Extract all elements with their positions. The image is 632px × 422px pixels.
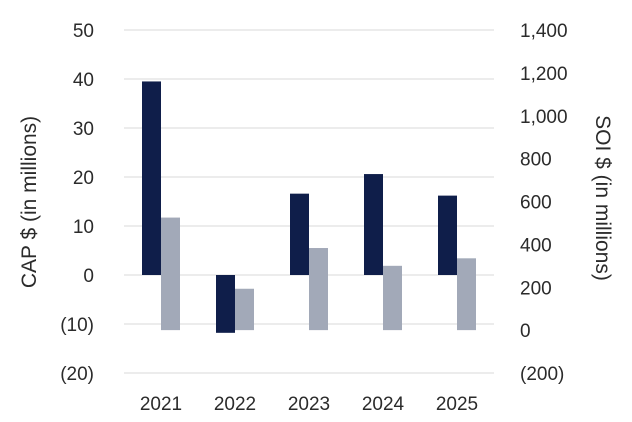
x-axis-ticks: 2021 2022 2023 2024 2025: [140, 394, 478, 415]
y-right-axis-title: SOI $ (in millions): [591, 115, 614, 281]
y-right-tick-label: 400: [520, 235, 552, 256]
y-right-tick-label: (200): [520, 364, 564, 385]
bars: [142, 81, 476, 333]
x-tick-label: 2025: [436, 394, 478, 415]
y-left-tick-label: 0: [83, 266, 94, 287]
bar-2025-series-2: [457, 258, 476, 331]
x-tick-label: 2022: [214, 394, 256, 415]
left-axis-ticks: 50 40 30 20 10 0 (10) (20): [60, 21, 94, 385]
y-right-tick-label: 200: [520, 278, 552, 299]
bar-2021-series-1: [142, 81, 161, 275]
bar-2025-series-1: [438, 195, 457, 275]
x-tick-label: 2024: [362, 394, 405, 415]
bar-2022-series-1: [216, 275, 235, 333]
y-right-tick-label: 0: [520, 321, 531, 342]
y-right-tick-label: 800: [520, 150, 552, 171]
y-left-axis-title: CAP $ (in millions): [18, 116, 41, 288]
bar-2022-series-2: [235, 288, 254, 331]
bar-2021-series-2: [161, 217, 180, 331]
y-right-tick-label: 1,200: [520, 64, 568, 85]
bar-2023-series-1: [290, 193, 309, 275]
bar-2023-series-2: [309, 248, 328, 331]
bar-2024-series-2: [383, 265, 402, 331]
y-left-tick-label: 40: [73, 70, 94, 91]
y-left-tick-label: 30: [73, 119, 94, 140]
y-left-tick-label: (10): [60, 315, 94, 336]
y-right-tick-label: 1,000: [520, 107, 568, 128]
y-left-tick-label: 50: [73, 21, 94, 42]
x-tick-label: 2021: [140, 394, 182, 415]
y-right-tick-label: 600: [520, 193, 552, 214]
right-axis-ticks: 1,400 1,200 1,000 800 600 400 200 0 (200): [520, 21, 568, 385]
y-left-tick-label: 10: [73, 217, 94, 238]
y-left-tick-label: (20): [60, 364, 94, 385]
y-right-tick-label: 1,400: [520, 21, 568, 42]
x-tick-label: 2023: [288, 394, 330, 415]
y-left-tick-label: 20: [73, 168, 94, 189]
bar-2024-series-1: [364, 174, 383, 275]
